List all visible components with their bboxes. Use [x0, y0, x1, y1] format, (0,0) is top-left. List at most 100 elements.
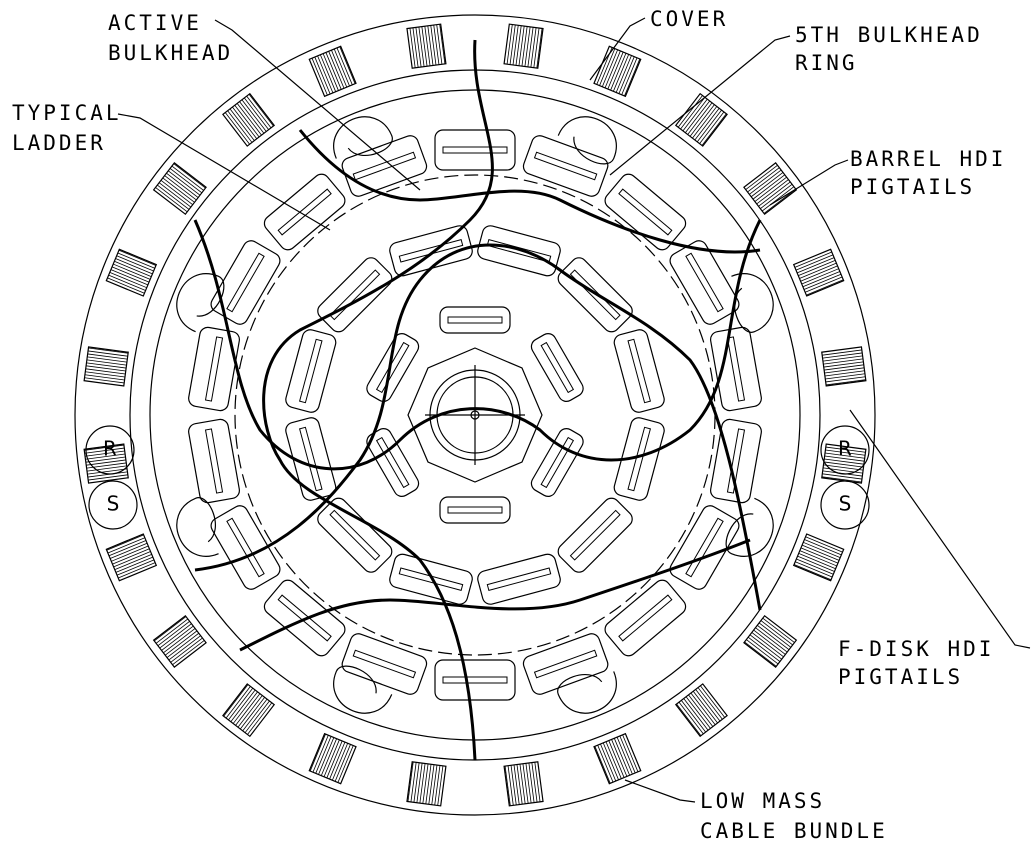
cable-bundle-body	[792, 248, 845, 297]
hatch	[422, 763, 429, 804]
loop	[557, 671, 617, 714]
hatch	[824, 455, 865, 462]
hatch	[796, 558, 834, 575]
hatch	[510, 765, 517, 806]
outer-ladder-strip	[726, 428, 746, 494]
outer-ladder-body	[669, 240, 740, 325]
outer-ladder	[341, 633, 428, 695]
hatch	[613, 738, 631, 776]
cable-bundle	[674, 683, 728, 738]
hatch	[752, 174, 786, 200]
hatch	[616, 736, 633, 775]
hatch	[431, 764, 438, 805]
hatch	[117, 252, 155, 269]
hatch	[318, 737, 335, 775]
outer-ladder	[188, 418, 241, 504]
hatch	[621, 57, 638, 95]
hatch	[323, 739, 340, 777]
hatch	[155, 618, 189, 644]
hatch	[800, 547, 839, 564]
middle-ladder-strip	[627, 338, 651, 404]
loop-path	[557, 116, 617, 165]
hatch	[823, 464, 864, 471]
hatch	[533, 27, 540, 68]
hatch	[757, 624, 790, 650]
outer-ladder-strip	[352, 649, 417, 679]
hatch	[805, 536, 843, 553]
cable-bundle-body	[503, 23, 544, 69]
inner-ladder-strip	[447, 316, 503, 324]
hatch	[108, 540, 147, 557]
hatch	[158, 182, 192, 208]
middle-ladder-body	[557, 497, 633, 573]
cable-bundle-body	[743, 614, 798, 668]
hatch	[85, 456, 126, 463]
middle-ladder-strip	[329, 509, 381, 561]
outer-ladder	[709, 418, 762, 504]
hatch	[322, 53, 339, 91]
hatch	[613, 54, 630, 92]
cable-bundle-body	[152, 162, 207, 216]
hatch	[114, 260, 152, 277]
label: COVER	[650, 7, 728, 31]
middle-ladder-body	[317, 497, 393, 573]
hatch	[329, 741, 346, 780]
outer-ladder	[669, 505, 740, 590]
cable-bundle	[593, 732, 642, 785]
label: BULKHEAD	[108, 41, 233, 65]
hatch	[822, 355, 863, 362]
hatch	[762, 617, 795, 643]
hatch	[111, 266, 150, 283]
hatch	[795, 254, 834, 271]
hatch	[749, 169, 782, 195]
hatch	[160, 180, 193, 206]
hatch	[610, 53, 627, 91]
hatch	[690, 692, 716, 726]
outer-ladder-body	[188, 326, 241, 412]
hatch	[822, 473, 863, 480]
label: F-DISK HDI	[838, 637, 994, 661]
hatch	[110, 542, 148, 559]
hatch	[110, 269, 149, 286]
outer-ladder-strip	[618, 188, 673, 236]
cable-bundle-body	[222, 683, 276, 738]
hatch	[325, 52, 342, 90]
cable-bundle	[674, 92, 728, 147]
hatch	[111, 545, 149, 562]
outer-ladder-strip	[352, 151, 417, 181]
hatch	[821, 476, 862, 483]
hatch	[692, 690, 718, 724]
middle-ladder	[557, 257, 633, 333]
hatch	[695, 689, 721, 722]
hatch	[114, 553, 152, 571]
cable-bundle	[406, 761, 447, 807]
outer-ladder-strip	[226, 517, 265, 578]
hatch	[687, 102, 713, 135]
cable-bundle-body	[406, 23, 447, 69]
hatch	[824, 367, 865, 374]
hatch	[798, 553, 836, 570]
hatch	[225, 686, 251, 719]
hatch	[439, 24, 446, 64]
components	[83, 23, 867, 807]
cable-bundle	[308, 45, 357, 98]
cable-bundle	[503, 23, 544, 69]
hatch	[594, 746, 611, 784]
hatch	[700, 685, 726, 718]
hatch	[825, 449, 866, 456]
outer-ladder-body	[188, 418, 241, 504]
hatch	[701, 113, 727, 146]
hatch	[85, 371, 126, 378]
hatch	[85, 453, 126, 460]
hatch	[108, 274, 146, 291]
hatch	[751, 632, 784, 658]
hatch	[155, 187, 188, 213]
hatch	[424, 26, 431, 66]
hatch	[115, 556, 154, 573]
hatch	[692, 106, 718, 139]
middle-ladder	[317, 497, 393, 573]
hatch	[113, 263, 151, 280]
hatch	[605, 741, 622, 779]
hatch	[168, 170, 201, 196]
cable-bundle	[83, 346, 129, 387]
